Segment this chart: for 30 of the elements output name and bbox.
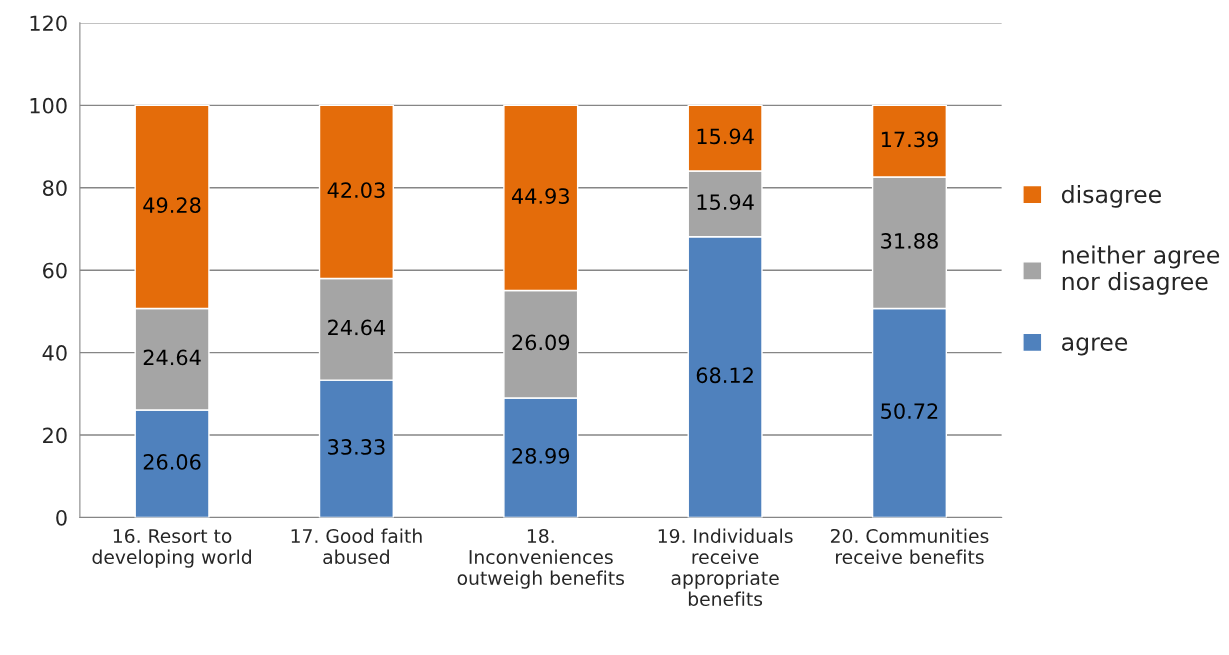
y-tick-label: 120 (30, 15, 67, 32)
y-tick-label: 20 (43, 427, 67, 444)
data-label: 33.33 (328, 439, 385, 455)
data-label: 24.64 (143, 349, 201, 366)
y-tick-label: 40 (42, 345, 67, 361)
data-label: 49.28 (143, 197, 201, 214)
data-label: 31.88 (881, 233, 938, 249)
data-label: 26.06 (143, 454, 201, 470)
data-label: 42.03 (327, 182, 385, 198)
data-label: 50.72 (881, 403, 938, 419)
data-label: 26.09 (512, 334, 570, 351)
data-label: 15.94 (697, 194, 754, 210)
data-label: 28.99 (512, 448, 570, 464)
x-tick-label: 18. Inconveniences outweigh benefits (457, 528, 624, 589)
data-label: 15.94 (697, 128, 754, 145)
legend-label: agree (1062, 337, 1128, 356)
x-tick-label: 16. Resort to developing world (92, 528, 251, 568)
y-tick-label: 80 (42, 180, 67, 196)
x-tick-label: 17. Good faith abused (291, 528, 422, 565)
data-label: 68.12 (696, 367, 753, 384)
x-tick-label: 19. Individuals receive appropriate benefits (658, 528, 793, 607)
data-label: 24.64 (328, 319, 386, 336)
data-label: 44.93 (511, 188, 569, 204)
y-tick-label: 0 (56, 509, 67, 526)
legend-label: disagree (1061, 184, 1161, 208)
legend-label: neither agree nor disagree (1062, 245, 1220, 295)
y-tick-label: 100 (30, 97, 67, 114)
x-tick-label: 20. Communities receive benefits (830, 528, 989, 565)
data-label: 17.39 (881, 131, 938, 148)
y-tick-label: 60 (43, 262, 67, 279)
